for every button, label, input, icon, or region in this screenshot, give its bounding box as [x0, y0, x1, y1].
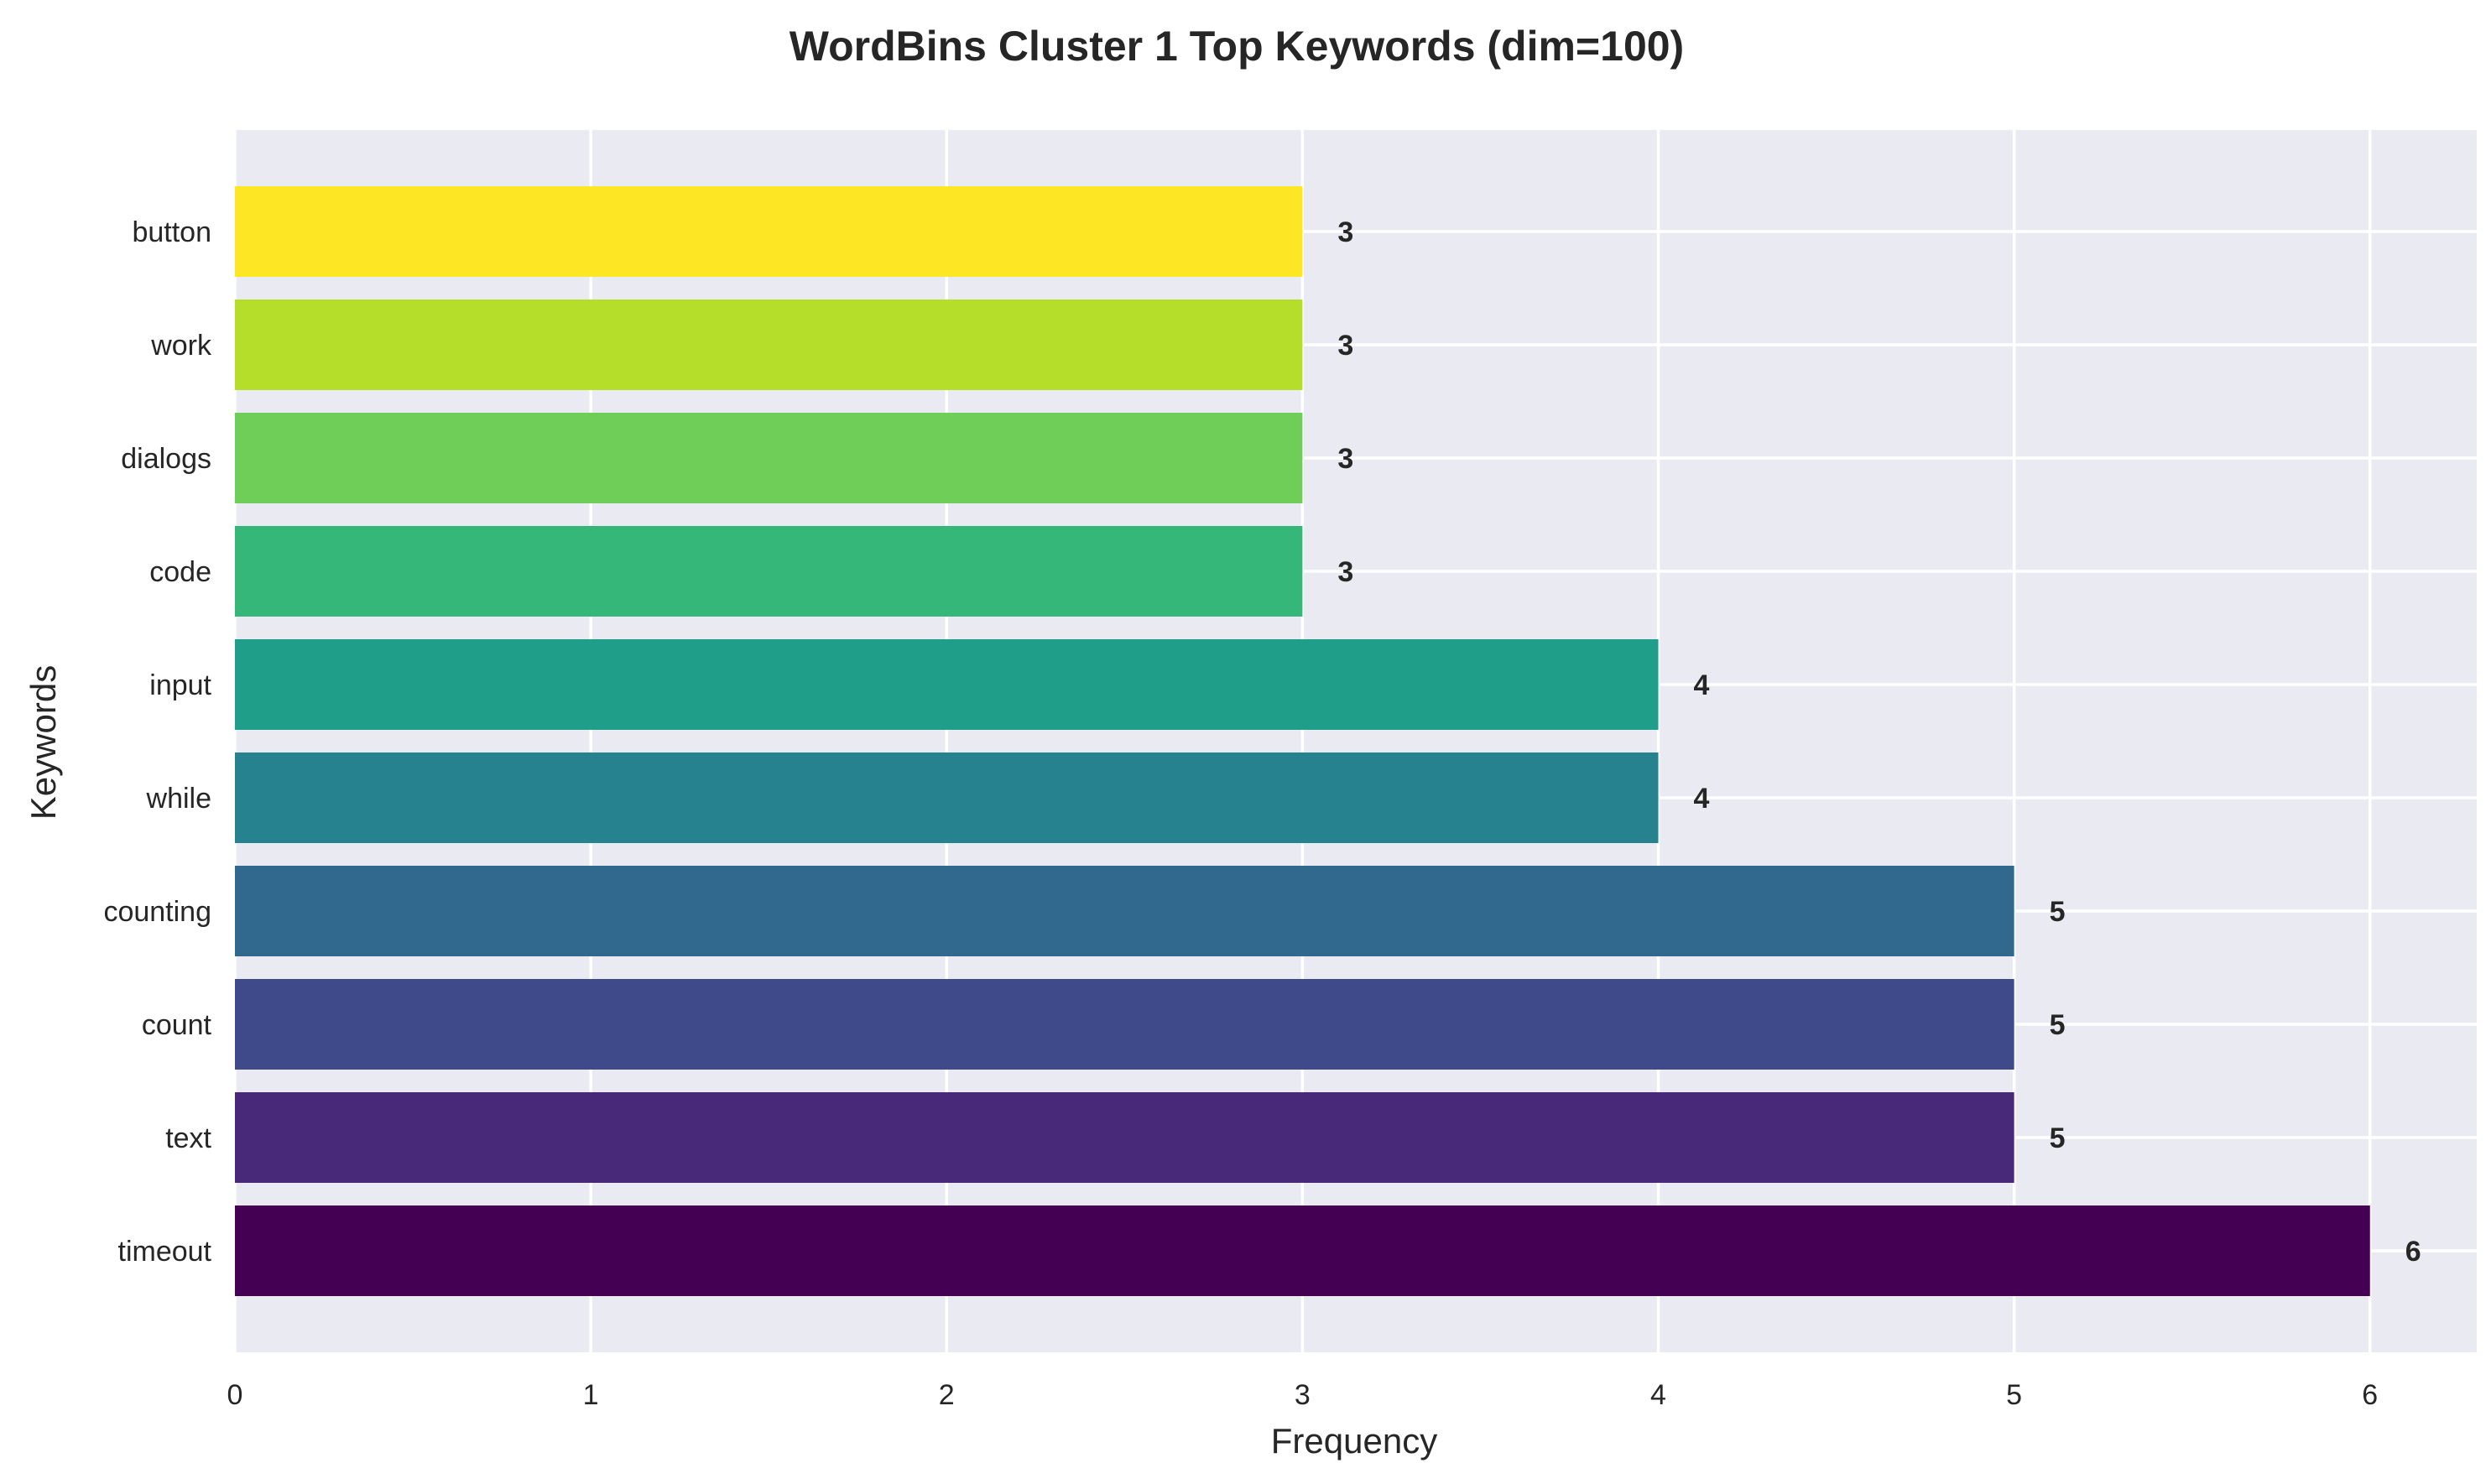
x-tick-label: 3 [1295, 1379, 1311, 1411]
value-labels: 6 5 5 5 4 4 3 3 3 3 [1337, 216, 2421, 1268]
bar-count [235, 979, 2014, 1070]
y-tick-label-work: work [150, 330, 212, 362]
bars [235, 186, 2370, 1296]
bar-code [235, 526, 1303, 617]
value-label-dialogs: 3 [1337, 443, 1353, 475]
x-tick-label: 6 [2362, 1379, 2378, 1411]
y-tick-label-button: button [132, 216, 211, 248]
x-tick-label: 4 [1650, 1379, 1666, 1411]
value-label-while: 4 [1694, 783, 1710, 815]
y-tick-labels: timeout text count counting while input code di… [103, 216, 212, 1268]
y-axis-label: Keywords [23, 665, 63, 820]
value-label-code: 3 [1337, 556, 1353, 588]
y-tick-label-code: code [149, 556, 211, 588]
y-tick-label-text: text [165, 1122, 211, 1154]
y-tick-label-dialogs: dialogs [121, 443, 211, 475]
bar-input [235, 639, 1659, 730]
value-label-text: 5 [2050, 1122, 2066, 1154]
x-tick-label: 1 [583, 1379, 599, 1411]
x-tick-label: 5 [2006, 1379, 2022, 1411]
value-label-work: 3 [1337, 330, 1353, 362]
bar-dialogs [235, 413, 1303, 503]
value-label-input: 4 [1694, 669, 1710, 701]
y-tick-label-count: count [142, 1009, 212, 1041]
value-label-button: 3 [1337, 216, 1353, 248]
value-label-count: 5 [2050, 1009, 2066, 1041]
x-tick-label: 2 [939, 1379, 955, 1411]
bar-counting [235, 866, 2014, 956]
y-tick-label-timeout: timeout [118, 1236, 212, 1268]
chart-title: WordBins Cluster 1 Top Keywords (dim=100… [790, 23, 1684, 70]
bar-work [235, 299, 1303, 390]
x-axis-label: Frequency [1271, 1421, 1437, 1461]
value-label-timeout: 6 [2405, 1236, 2421, 1268]
bar-text [235, 1092, 2014, 1183]
bar-button [235, 186, 1303, 277]
bar-while [235, 752, 1659, 843]
x-tick-labels: 0 1 2 3 4 5 6 [227, 1379, 2379, 1411]
x-tick-label: 0 [227, 1379, 243, 1411]
bar-timeout [235, 1205, 2370, 1296]
y-tick-label-counting: counting [103, 896, 211, 928]
y-tick-label-input: input [149, 669, 211, 701]
y-tick-label-while: while [146, 783, 211, 815]
value-label-counting: 5 [2050, 896, 2066, 928]
